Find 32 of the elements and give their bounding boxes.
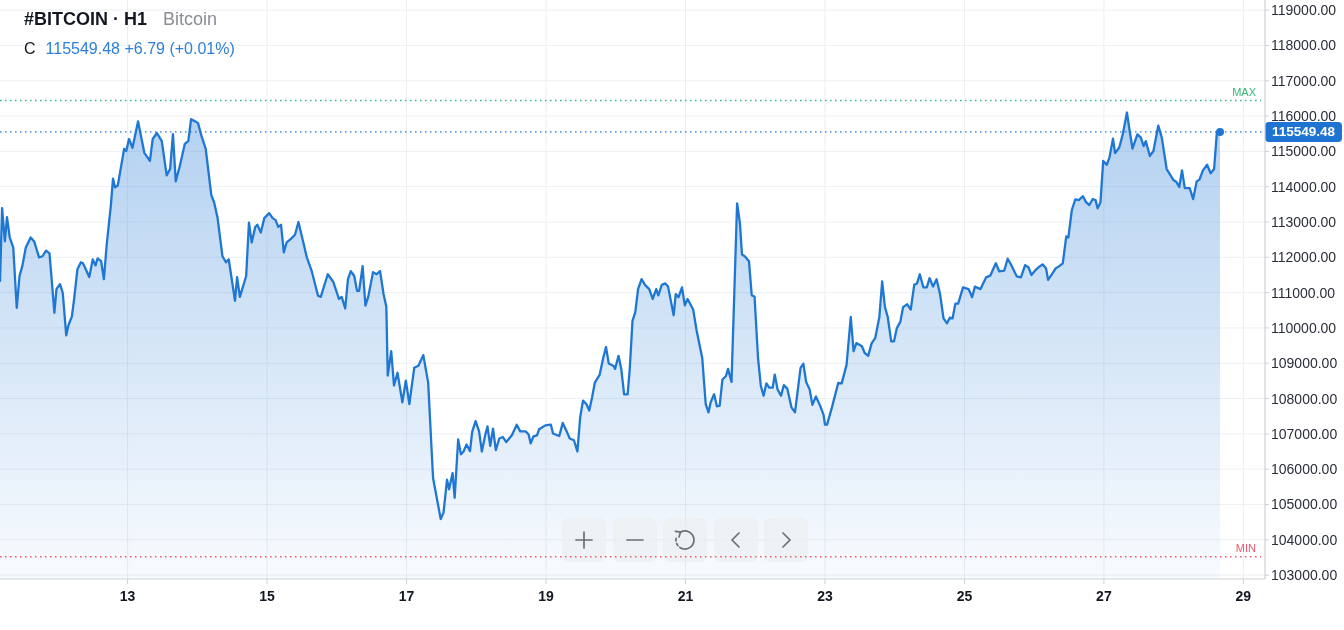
- x-tick-label: 23: [817, 588, 833, 604]
- y-tick-label: 111000.00: [1271, 284, 1336, 301]
- x-tick-label: 13: [119, 588, 136, 604]
- x-tick-label: 25: [956, 588, 973, 604]
- x-tick-label: 29: [1235, 588, 1252, 604]
- y-tick-label: 104000.00: [1271, 531, 1338, 548]
- chart-subtitle: Bitcoin: [163, 9, 218, 29]
- y-tick-label: 113000.00: [1271, 213, 1337, 230]
- y-tick-label: 108000.00: [1271, 390, 1338, 407]
- y-tick-label: 118000.00: [1271, 37, 1337, 54]
- x-tick-label: 21: [677, 588, 694, 604]
- y-tick-label: 112000.00: [1271, 249, 1337, 266]
- y-tick-label: 103000.00: [1271, 567, 1338, 584]
- chart-title: #BITCOIN · H1: [24, 9, 148, 29]
- y-tick-label: 119000.00: [1271, 2, 1337, 19]
- x-tick-label: 19: [538, 588, 555, 604]
- x-tick-label: 17: [398, 588, 415, 604]
- ref-line-label: MAX: [1232, 85, 1257, 98]
- y-tick-label: 116000.00: [1271, 108, 1337, 125]
- y-tick-label: 107000.00: [1271, 425, 1338, 442]
- annotation: C 115549.48 +6.79 (+0.01%): [24, 40, 235, 57]
- x-tick-label: 15: [259, 588, 276, 604]
- y-tick-label: 115000.00: [1271, 143, 1337, 160]
- y-tick-label: 110000.00: [1271, 319, 1337, 336]
- ref-line-label: 115549.48: [1271, 124, 1336, 140]
- y-tick-label: 106000.00: [1271, 461, 1338, 478]
- y-tick-label: 105000.00: [1271, 496, 1338, 513]
- x-tick-label: 27: [1096, 588, 1112, 604]
- y-tick-label: 109000.00: [1271, 355, 1338, 372]
- ref-line-label: MIN: [1235, 541, 1257, 554]
- y-tick-label: 117000.00: [1271, 72, 1337, 89]
- y-tick-label: 114000.00: [1271, 178, 1337, 195]
